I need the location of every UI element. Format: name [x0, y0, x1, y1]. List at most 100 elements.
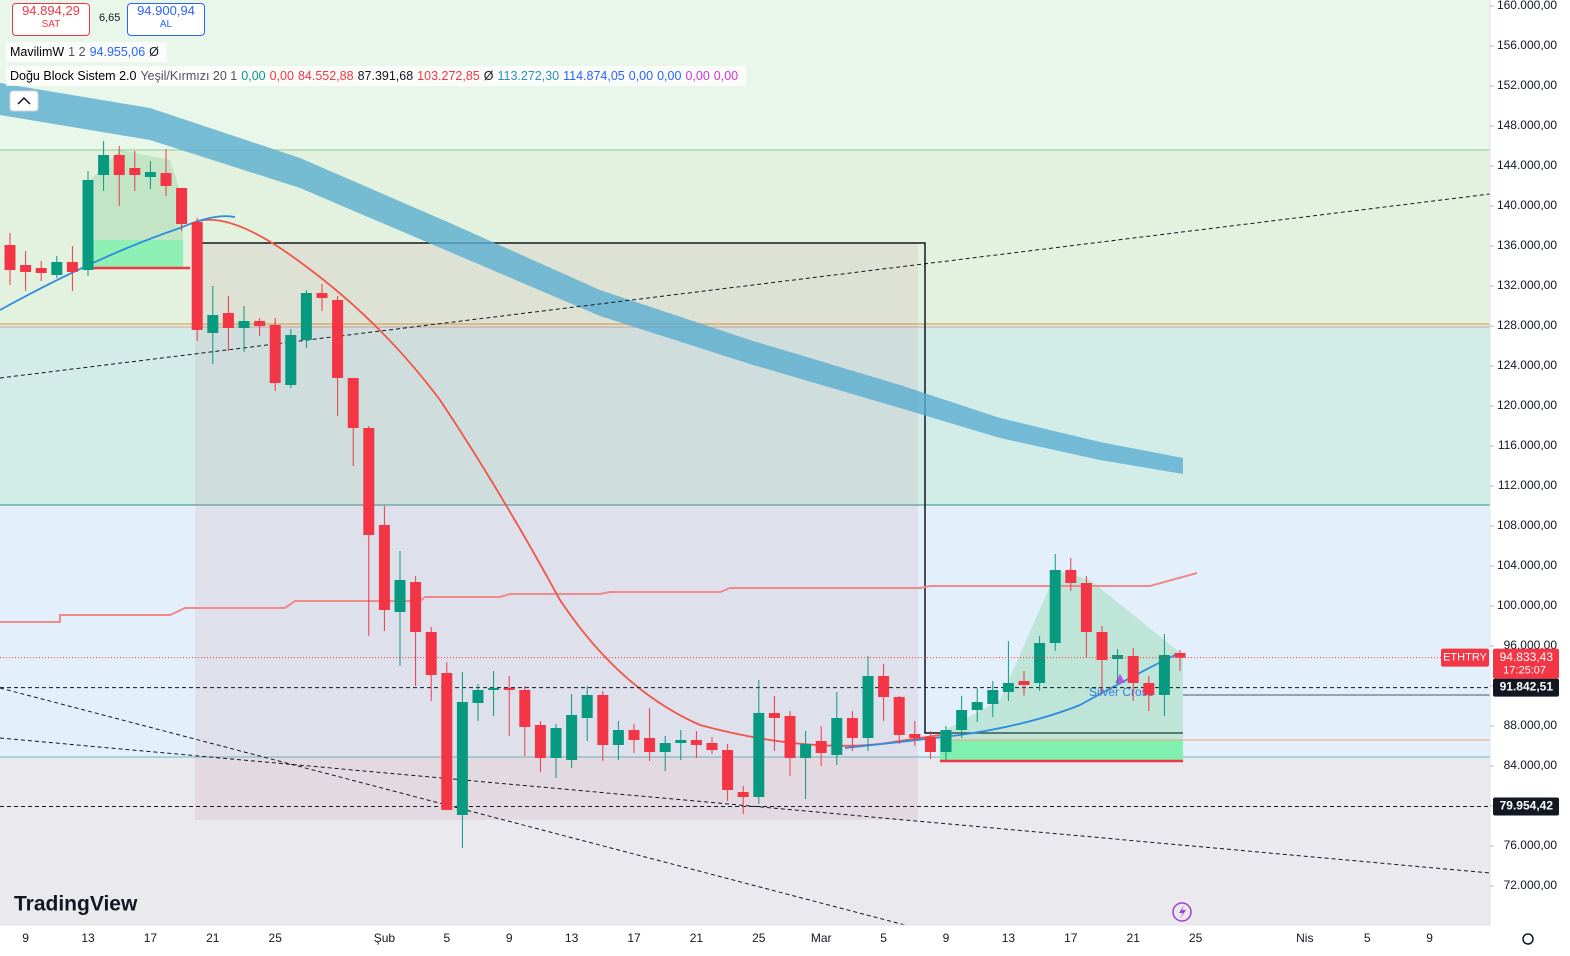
trend-line — [0, 193, 1491, 379]
indicator-line — [844, 654, 1176, 749]
indicator-value: 0,00 — [713, 69, 739, 83]
candle-body — [987, 690, 999, 704]
y-tick-label: 144.000,00 — [1497, 158, 1557, 172]
candle-body — [956, 710, 968, 730]
candle-body — [129, 168, 141, 175]
candle-body — [51, 262, 63, 275]
candle-body — [831, 718, 843, 755]
x-tick-label: 5 — [880, 931, 887, 945]
indicator-value: 103.272,85 — [417, 69, 480, 83]
candle-body — [768, 713, 780, 718]
trend-line — [0, 737, 1491, 874]
candle-body — [394, 580, 406, 612]
level-tag — [1493, 797, 1559, 816]
candle-body — [878, 676, 890, 697]
candle-body — [1002, 683, 1014, 692]
candle-body — [924, 737, 936, 752]
candle-body — [347, 378, 359, 428]
candle-body — [753, 713, 765, 797]
candle-body — [1096, 632, 1108, 660]
candle-body — [316, 293, 328, 298]
candle-body — [628, 730, 640, 740]
y-tick-label: 72.000,00 — [1504, 878, 1558, 892]
countdown-label: 17:25:07 — [1503, 665, 1546, 677]
indicator-line — [0, 215, 236, 311]
candle-body — [222, 313, 234, 328]
indicator-value: 0,00 — [657, 69, 682, 83]
trend-line — [0, 687, 906, 926]
spread: 6,65 — [99, 12, 121, 24]
candle-body — [488, 688, 500, 690]
candle-body — [1080, 583, 1092, 632]
sell-price: 94.894,29 — [22, 3, 80, 18]
candle-body — [472, 690, 484, 703]
settings-icon[interactable] — [1522, 933, 1534, 945]
symbol-tag — [1441, 648, 1489, 667]
candle-body — [176, 188, 188, 224]
x-tick-label: 25 — [1189, 931, 1203, 945]
candle-body — [425, 632, 437, 675]
x-tick-label: 9 — [506, 931, 513, 945]
shade — [940, 740, 1183, 760]
candle-body — [35, 268, 47, 273]
y-tick-label: 84.000,00 — [1504, 758, 1558, 772]
candle-body — [98, 155, 110, 175]
indicator-value: 84.552,88 — [297, 69, 354, 83]
candle-body — [800, 744, 812, 758]
candle-body — [113, 155, 125, 175]
x-tick-label: 25 — [752, 931, 766, 945]
sell-button[interactable]: 94.894,29 SAT — [12, 3, 90, 36]
shaded-box — [195, 243, 918, 820]
candle-body — [82, 180, 94, 270]
y-tick-label: 148.000,00 — [1497, 118, 1557, 132]
x-tick-label: 21 — [206, 931, 220, 945]
alert-icon[interactable] — [1172, 902, 1192, 922]
y-tick-label: 132.000,00 — [1497, 278, 1557, 292]
candle-body — [269, 325, 281, 383]
candle-body — [1049, 570, 1061, 643]
candle-body — [1034, 643, 1046, 683]
level-label: 79.954,42 — [1500, 799, 1554, 813]
candle-body — [675, 740, 687, 743]
y-tick-label: 76.000,00 — [1504, 838, 1558, 852]
zone — [0, 150, 1490, 327]
buy-label: AL — [159, 19, 173, 30]
annotation: Silver Cross — [1089, 685, 1154, 699]
indicator-name: Doğu Block Sistem 2.0 — [10, 69, 137, 83]
x-tick-label: 9 — [943, 931, 950, 945]
indicator-line — [0, 572, 1198, 623]
indicator-value: 113.272,30 — [497, 69, 560, 83]
candle-body — [254, 321, 266, 326]
x-tick-label: 13 — [565, 931, 579, 945]
x-tick-label: Nis — [1296, 931, 1313, 945]
y-tick-label: 152.000,00 — [1497, 78, 1557, 92]
indicator-curve — [194, 218, 941, 747]
candle-body — [1127, 656, 1139, 683]
y-tick-label: 112.000,00 — [1498, 478, 1557, 492]
logo: TradingView — [14, 893, 138, 916]
indicator-name: MavilimW — [10, 45, 65, 59]
candle-body — [550, 728, 562, 758]
candle-body — [659, 743, 671, 752]
candle-body — [4, 245, 16, 270]
candle-body — [1174, 653, 1186, 658]
candle-body — [378, 525, 390, 610]
y-tick-label: 156.000,00 — [1497, 38, 1557, 52]
candle-body — [519, 690, 531, 727]
collapse-button[interactable] — [9, 90, 39, 112]
candle-body — [706, 743, 718, 750]
candle-body — [534, 725, 546, 758]
x-tick-label: 9 — [1426, 931, 1433, 945]
candle-body — [644, 738, 656, 752]
shade — [940, 570, 1183, 760]
indicator-value: 94.955,06 — [89, 45, 146, 59]
y-tick-label: 120.000,00 — [1497, 398, 1557, 412]
buy-button[interactable]: 94.900,94 AL — [127, 3, 205, 36]
y-tick-label: 136.000,00 — [1497, 238, 1557, 252]
last-price-tag — [1493, 648, 1559, 679]
candle-body — [1158, 655, 1170, 695]
candle-body — [363, 428, 375, 535]
